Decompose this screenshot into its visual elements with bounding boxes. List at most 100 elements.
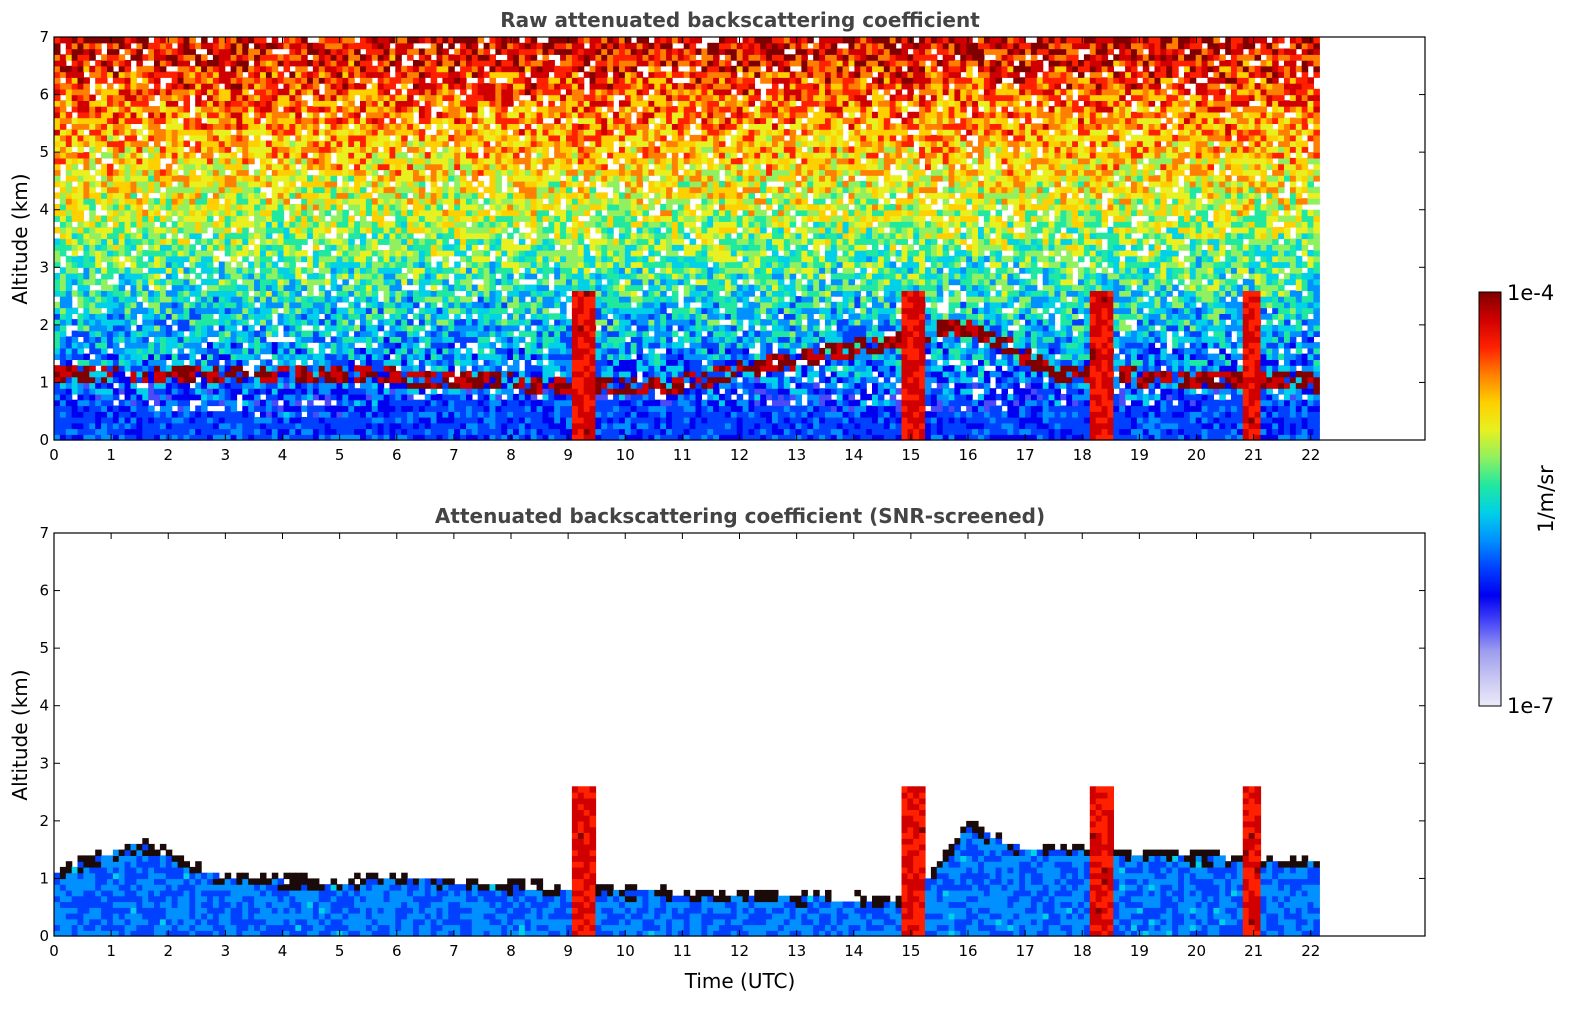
heatmap-cell <box>260 382 267 389</box>
heatmap-cell <box>318 330 326 337</box>
heatmap-cell <box>136 204 143 211</box>
heatmap-cell <box>289 42 296 50</box>
heatmap-cell <box>348 411 355 418</box>
heatmap-cell <box>395 88 402 96</box>
heatmap-cell <box>83 336 90 343</box>
heatmap-cell <box>330 42 338 50</box>
heatmap-cell <box>159 238 167 245</box>
heatmap-cell <box>418 417 426 424</box>
heatmap-cell <box>277 428 285 435</box>
heatmap-cell <box>118 180 126 188</box>
heatmap-cell <box>59 198 67 205</box>
heatmap-cell <box>118 330 126 337</box>
heatmap-cell <box>283 42 290 50</box>
heatmap-cell <box>254 370 261 378</box>
heatmap-cell <box>83 261 90 268</box>
heatmap-cell <box>154 434 161 441</box>
heatmap-cell <box>330 215 338 222</box>
heatmap-cell <box>424 54 432 61</box>
heatmap-cell <box>401 324 408 332</box>
heatmap-cell <box>418 134 426 142</box>
heatmap-cell <box>183 180 190 188</box>
heatmap-cell <box>460 129 467 136</box>
heatmap-cell <box>89 359 96 366</box>
heatmap-cell <box>142 169 149 176</box>
heatmap-cell <box>360 405 367 412</box>
heatmap-cell <box>136 336 143 343</box>
heatmap-cell <box>389 261 396 268</box>
heatmap-cell <box>77 221 84 228</box>
heatmap-cell <box>254 434 261 441</box>
heatmap-cell <box>401 255 408 263</box>
heatmap-cell <box>477 48 485 55</box>
heatmap-cell <box>477 342 485 349</box>
heatmap-cell <box>148 232 155 240</box>
heatmap-cell <box>489 77 496 84</box>
heatmap-cell <box>230 37 238 44</box>
heatmap-cell <box>389 393 396 401</box>
heatmap-cell <box>271 399 279 407</box>
heatmap-cell <box>59 232 67 240</box>
heatmap-cell <box>330 77 338 84</box>
heatmap-cell <box>218 157 226 165</box>
heatmap-cell <box>395 157 402 165</box>
heatmap-cell <box>271 42 279 50</box>
heatmap-cell <box>83 111 90 119</box>
heatmap-cell <box>265 204 273 211</box>
heatmap-cell <box>395 411 402 418</box>
heatmap-cell <box>236 347 243 355</box>
heatmap-cell <box>230 417 238 424</box>
heatmap-cell <box>354 273 361 280</box>
heatmap-cell <box>230 330 238 337</box>
heatmap-cell <box>336 146 343 153</box>
heatmap-cell <box>513 123 520 130</box>
heatmap-cell <box>101 106 108 113</box>
heatmap-cell <box>248 198 255 205</box>
heatmap-cell <box>295 376 302 384</box>
heatmap-cell <box>112 117 120 124</box>
heatmap-cell <box>271 71 279 78</box>
heatmap-cell <box>460 417 467 424</box>
heatmap-cell <box>324 83 332 90</box>
heatmap-cell <box>289 342 296 349</box>
heatmap-cell <box>54 100 61 107</box>
heatmap-cell <box>242 146 249 153</box>
heatmap-cell <box>59 83 67 90</box>
heatmap-cell <box>342 296 349 303</box>
heatmap-cell <box>318 342 326 349</box>
heatmap-cell <box>107 238 114 245</box>
heatmap-cell <box>377 117 385 124</box>
heatmap-cell <box>477 238 485 245</box>
heatmap-cell <box>124 238 132 245</box>
heatmap-cell <box>265 255 273 263</box>
heatmap-cell <box>236 227 243 234</box>
heatmap-cell <box>501 376 508 384</box>
heatmap-cell <box>159 336 167 343</box>
heatmap-cell <box>177 48 185 55</box>
heatmap-cell <box>195 117 202 124</box>
heatmap-cell <box>242 175 249 182</box>
heatmap-cell <box>89 65 96 73</box>
heatmap-cell <box>65 100 73 107</box>
heatmap-cell <box>130 88 137 96</box>
heatmap-cell <box>118 71 126 78</box>
heatmap-cell <box>289 434 296 441</box>
heatmap-cell <box>477 405 485 412</box>
heatmap-cell <box>395 111 402 119</box>
heatmap-cell <box>242 273 249 280</box>
heatmap-cell <box>283 388 290 395</box>
heatmap-cell <box>424 319 432 326</box>
heatmap-cell <box>136 370 143 378</box>
heatmap-cell <box>218 227 226 234</box>
heatmap-cell <box>142 376 149 384</box>
heatmap-cell <box>324 169 332 176</box>
heatmap-cell <box>501 83 508 90</box>
heatmap-cell <box>83 198 90 205</box>
heatmap-cell <box>54 169 61 176</box>
heatmap-cell <box>489 296 496 303</box>
heatmap-cell <box>142 198 149 205</box>
heatmap-cell <box>295 422 302 430</box>
heatmap-cell <box>418 296 426 303</box>
heatmap-cell <box>401 428 408 435</box>
heatmap-cell <box>83 255 90 263</box>
